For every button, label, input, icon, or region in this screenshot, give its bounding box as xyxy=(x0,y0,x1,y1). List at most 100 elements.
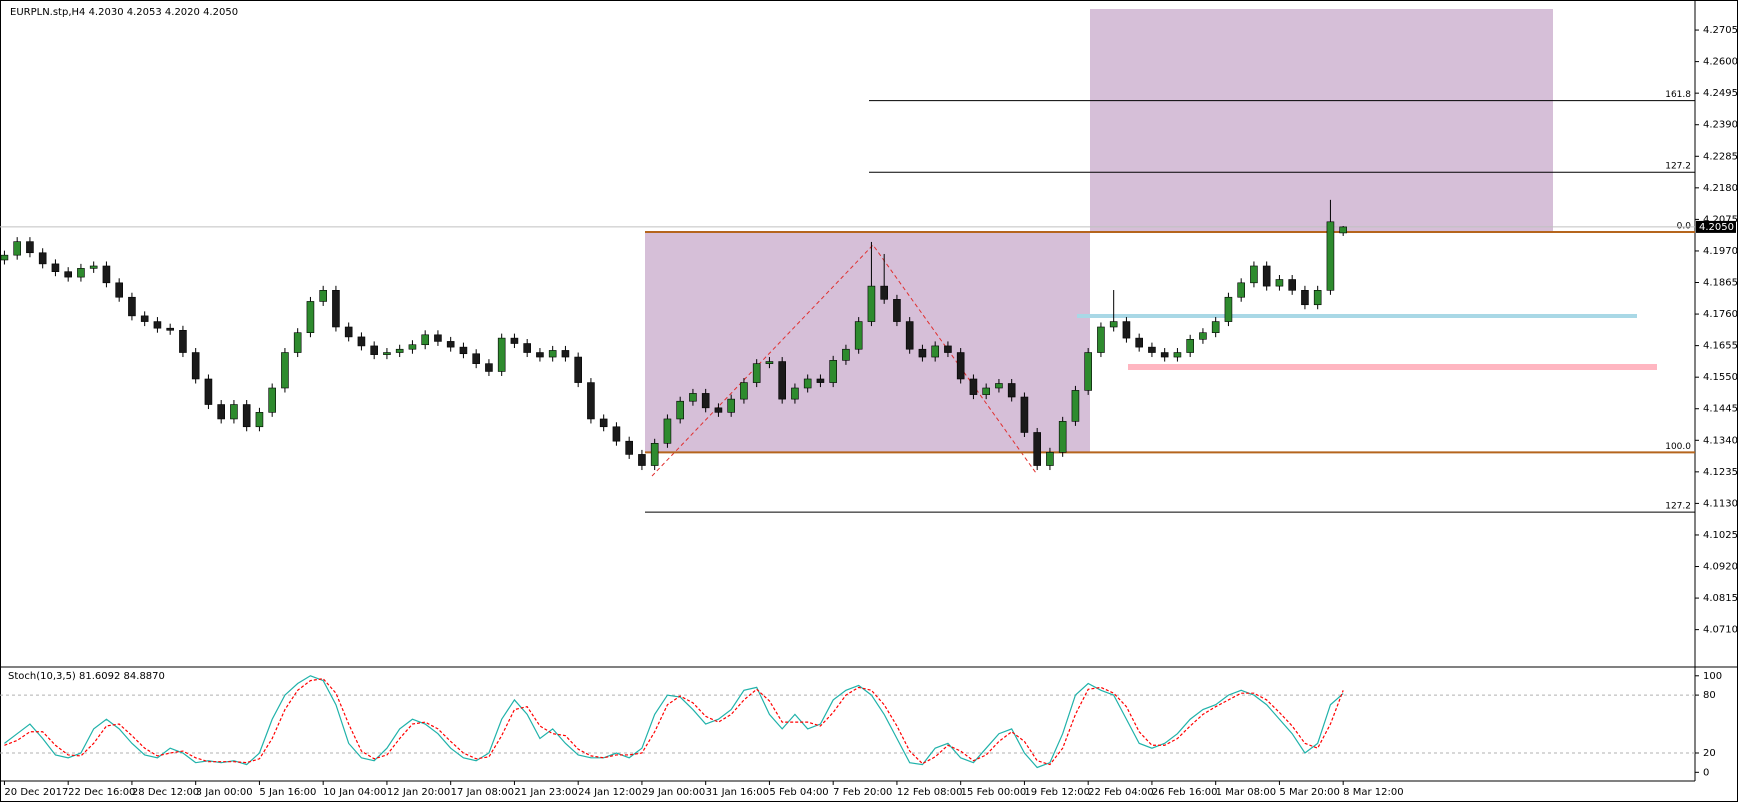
candle-body xyxy=(1020,396,1029,433)
y-tick-label: 4.1970 xyxy=(1703,246,1738,257)
candle-body xyxy=(26,241,34,254)
x-tick-label: 15 Feb 00:00 xyxy=(961,787,1027,798)
target-box xyxy=(1090,9,1553,233)
candle-body xyxy=(905,321,914,350)
candle-body xyxy=(791,387,799,400)
x-tick-label: 28 Dec 12:00 xyxy=(132,787,199,798)
candle-body xyxy=(854,321,863,350)
candle-body xyxy=(89,265,98,269)
candle-body xyxy=(574,356,582,383)
candle-body xyxy=(128,296,136,317)
candle-body xyxy=(77,268,85,278)
y-tick-label: 4.1760 xyxy=(1703,309,1738,320)
stoch-main xyxy=(4,675,1344,769)
candle-body xyxy=(472,353,480,364)
candle-body xyxy=(230,404,238,420)
candle-body xyxy=(1275,279,1284,287)
candle-body xyxy=(1097,326,1105,353)
indicator-header: Stoch(10,3,5) 81.6092 84.8870 xyxy=(8,671,165,682)
candle-body xyxy=(803,378,812,389)
y-tick-label: 4.2390 xyxy=(1703,120,1738,131)
candle-body xyxy=(1199,332,1207,340)
candle-body xyxy=(663,418,672,444)
y-tick-label: 4.2600 xyxy=(1703,57,1738,68)
candle-body xyxy=(714,407,723,413)
x-tick-label: 31 Jan 16:00 xyxy=(706,787,769,798)
candle-body xyxy=(1173,352,1182,358)
x-tick-label: 22 Dec 16:00 xyxy=(68,787,135,798)
candle-body xyxy=(1033,432,1041,466)
candle-body xyxy=(51,263,60,272)
y-tick-label: 4.1340 xyxy=(1703,435,1738,446)
fib-label: 161.8 xyxy=(1665,90,1691,100)
stoch-tick-label: 0 xyxy=(1703,767,1709,778)
candle-body xyxy=(166,327,174,331)
candle-body xyxy=(1135,337,1143,348)
stoch-signal xyxy=(4,678,1344,766)
candle-body xyxy=(1007,383,1016,398)
candle-body xyxy=(408,344,417,350)
current-price: 4.2050 xyxy=(1699,222,1734,233)
y-tick-label: 4.2495 xyxy=(1703,88,1738,99)
candle-body xyxy=(1326,221,1335,291)
x-tick-label: 12 Jan 20:00 xyxy=(387,787,450,798)
candle-body xyxy=(956,352,965,380)
candle-body xyxy=(395,348,404,353)
stoch-tick-label: 80 xyxy=(1703,690,1716,701)
fib-label: 127.2 xyxy=(1665,162,1691,172)
x-tick-label: 1 Mar 08:00 xyxy=(1216,787,1276,798)
candle-body xyxy=(344,326,353,338)
y-tick-label: 4.2075 xyxy=(1703,214,1738,225)
x-tick-label: 22 Feb 04:00 xyxy=(1088,787,1154,798)
x-tick-label: 24 Jan 12:00 xyxy=(578,787,641,798)
candle-body xyxy=(701,393,710,409)
candle-body xyxy=(778,361,786,400)
candle-body xyxy=(918,348,927,358)
y-tick-label: 4.2180 xyxy=(1703,183,1738,194)
stoch-tick-label: 20 xyxy=(1703,748,1716,759)
x-tick-label: 8 Mar 12:00 xyxy=(1343,787,1403,798)
candle-body xyxy=(434,334,442,342)
candle-body xyxy=(179,329,187,353)
candle-body xyxy=(625,440,633,455)
candle-body xyxy=(587,382,595,420)
x-tick-label: 17 Jan 08:00 xyxy=(451,787,514,798)
candle-body xyxy=(829,360,837,383)
candle-body xyxy=(485,363,493,372)
candle-body xyxy=(548,350,557,358)
y-tick-label: 4.1550 xyxy=(1703,372,1738,383)
candle-body xyxy=(523,343,531,353)
candle-body xyxy=(204,378,213,405)
candle-body xyxy=(255,412,264,428)
y-tick-label: 4.0815 xyxy=(1703,593,1738,604)
candle-body xyxy=(1148,346,1156,353)
candle-body xyxy=(140,315,149,322)
candle-body xyxy=(293,332,302,353)
x-tick-label: 3 Jan 00:00 xyxy=(196,787,253,798)
candle-body xyxy=(1211,321,1220,333)
y-tick-label: 4.1025 xyxy=(1703,530,1738,541)
candle-body xyxy=(638,454,646,466)
candle-body xyxy=(893,299,901,322)
candle-body xyxy=(370,345,378,355)
candle-body xyxy=(765,361,774,364)
x-tick-label: 5 Jan 16:00 xyxy=(259,787,316,798)
candle-body xyxy=(1224,296,1233,322)
candle-body xyxy=(102,265,111,284)
candle-body xyxy=(752,363,761,383)
y-tick-label: 4.0710 xyxy=(1703,625,1738,636)
zigzag xyxy=(651,244,1037,477)
x-tick-label: 19 Feb 12:00 xyxy=(1024,787,1090,798)
candle-body xyxy=(1301,290,1309,306)
candle-body xyxy=(880,285,888,300)
candle-body xyxy=(115,282,123,298)
candle-body xyxy=(1084,352,1092,391)
candle-body xyxy=(1288,279,1296,291)
candle-body xyxy=(982,387,990,395)
y-tick-label: 4.1235 xyxy=(1703,467,1738,478)
candle-body xyxy=(612,426,621,442)
candle-body xyxy=(536,352,544,358)
candle-body xyxy=(1109,321,1118,328)
x-tick-label: 5 Mar 20:00 xyxy=(1279,787,1339,798)
